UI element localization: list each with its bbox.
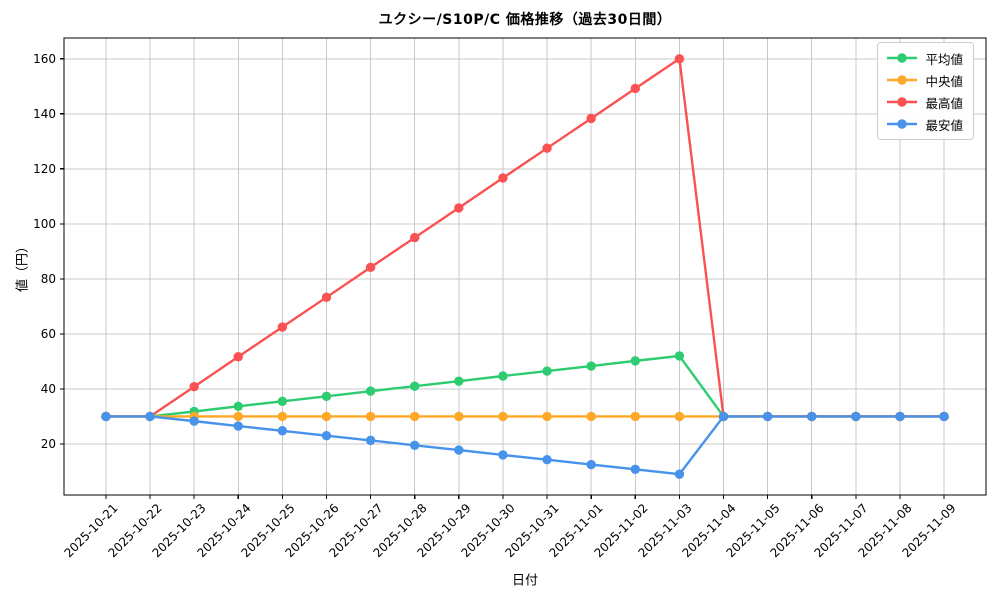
legend: 平均値中央値最高値最安値 (877, 42, 974, 140)
series-最高値 (101, 54, 949, 422)
data-point (674, 469, 685, 479)
y-tick-label: 140 (33, 106, 56, 121)
data-point (630, 464, 640, 474)
data-point (365, 411, 376, 422)
data-point (498, 450, 508, 460)
legend-item: 中央値 (887, 70, 963, 90)
data-point (101, 411, 111, 422)
data-point (321, 292, 332, 303)
data-point (410, 411, 420, 422)
tick-marks (60, 58, 945, 499)
data-point (674, 411, 685, 422)
legend-marker-icon (887, 75, 918, 85)
data-point (189, 416, 199, 426)
data-point (365, 435, 376, 446)
data-point (321, 391, 332, 402)
series-line (105, 354, 945, 418)
data-point (498, 371, 508, 381)
data-point (498, 411, 508, 422)
data-point (454, 203, 464, 213)
data-point (233, 411, 243, 422)
data-point (674, 351, 685, 361)
series-最安値 (101, 411, 949, 479)
series-平均値 (101, 351, 949, 422)
data-point (807, 411, 817, 422)
data-point (145, 411, 155, 422)
legend-label: 平均値 (925, 51, 963, 67)
data-point (365, 386, 376, 396)
data-point (586, 113, 596, 124)
data-point (321, 411, 332, 422)
data-point (674, 54, 685, 64)
data-point (454, 376, 464, 386)
data-point (277, 396, 288, 407)
series-line (105, 57, 945, 418)
data-point (410, 232, 420, 243)
y-tick-label: 100 (33, 216, 56, 231)
data-point (233, 421, 243, 431)
legend-item: 平均値 (887, 48, 963, 68)
data-point (189, 382, 199, 392)
legend-item: 最安値 (887, 114, 963, 134)
data-point (277, 322, 288, 332)
data-point (851, 411, 861, 422)
y-tick-label: 60 (40, 326, 56, 341)
y-tick-label: 40 (40, 381, 56, 396)
legend-marker-icon (887, 53, 918, 63)
data-point (410, 381, 420, 391)
y-tick-label: 160 (33, 51, 56, 66)
plot-border (63, 37, 987, 496)
y-tick-label: 80 (40, 271, 56, 286)
data-point (586, 459, 596, 470)
chart-title: ユクシー/S10P/C 価格推移（過去30日間） (378, 12, 672, 28)
data-point (718, 411, 729, 422)
data-point (542, 366, 552, 376)
legend-label: 最安値 (925, 117, 963, 133)
data-point (277, 411, 288, 422)
data-point (454, 445, 464, 455)
x-axis-label: 日付 (511, 573, 539, 589)
legend-label: 中央値 (925, 73, 963, 89)
legend-marker-icon (887, 119, 918, 129)
data-point (630, 411, 640, 422)
data-point (586, 361, 596, 371)
data-point (762, 411, 773, 422)
data-point (630, 356, 640, 366)
data-point (233, 352, 243, 362)
legend-label: 最高値 (925, 95, 963, 111)
data-point (498, 173, 508, 183)
data-point (454, 411, 464, 422)
gridlines (64, 38, 986, 495)
data-point (939, 411, 949, 422)
data-point (233, 401, 243, 411)
data-point (630, 83, 640, 94)
y-tick-label: 120 (33, 161, 56, 176)
data-point (542, 411, 552, 422)
legend-item: 最高値 (887, 92, 963, 112)
data-point (321, 431, 332, 441)
data-point (542, 143, 552, 153)
data-point (410, 440, 420, 451)
data-point (277, 426, 288, 436)
data-point (542, 454, 552, 465)
series-line (105, 415, 945, 476)
legend-marker-icon (887, 97, 918, 107)
data-point (365, 262, 376, 273)
y-tick-label: 20 (40, 436, 56, 451)
data-point (895, 411, 905, 422)
data-point (586, 411, 596, 422)
